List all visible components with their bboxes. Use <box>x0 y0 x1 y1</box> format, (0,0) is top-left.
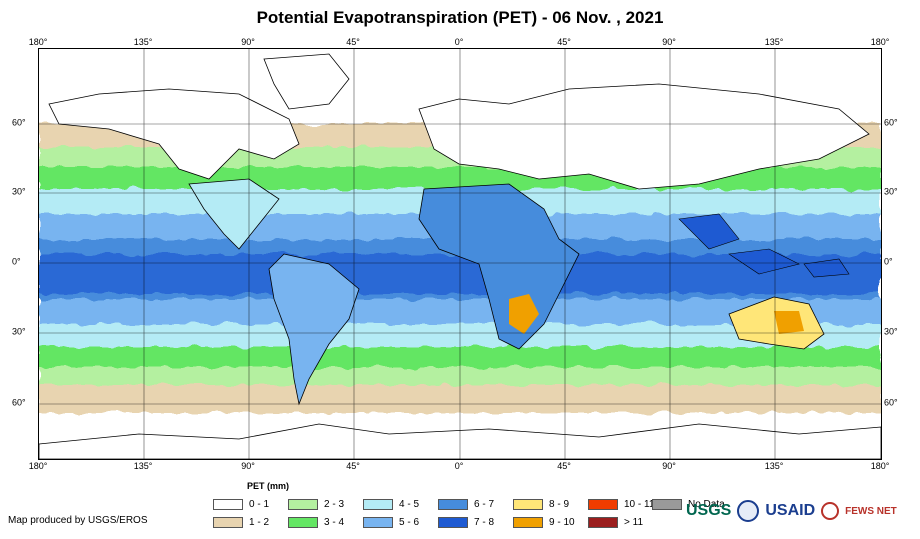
pet-map[interactable] <box>38 48 882 460</box>
legend-swatch <box>288 516 318 528</box>
lat-tick-right: 60° <box>884 117 898 128</box>
legend-swatch <box>213 516 243 528</box>
legend-label: 3 - 4 <box>324 516 345 528</box>
fews-logo: FEWS NET <box>845 505 897 517</box>
legend-item: 0 - 1 <box>213 498 269 510</box>
lon-tick-bottom: 90° <box>662 461 676 471</box>
legend-swatch <box>438 498 468 510</box>
legend-item: 5 - 6 <box>363 516 419 528</box>
legend-label: 5 - 6 <box>399 516 420 528</box>
legend-swatch <box>363 498 393 510</box>
legend-item: 9 - 10 <box>513 516 575 528</box>
land-southeast-asia <box>678 213 850 278</box>
usaid-logo: USAID <box>765 502 816 519</box>
lon-tick-bottom: 45° <box>557 461 571 471</box>
graticule <box>39 49 881 459</box>
legend-swatch <box>438 516 468 528</box>
lon-tick-bottom: 180° <box>28 461 48 471</box>
lon-tick-bottom: 135° <box>764 461 784 471</box>
lat-tick-left: 30° <box>12 326 26 337</box>
legend-item: 6 - 7 <box>438 498 494 510</box>
credit-text: Map produced by USGS/EROS <box>8 515 148 526</box>
lat-tick-right: 0° <box>884 256 893 267</box>
legend-item: 3 - 4 <box>288 516 344 528</box>
pet-hotspot-africa <box>509 294 539 334</box>
legend-swatch <box>288 498 318 510</box>
usaid-seal-icon <box>737 500 760 522</box>
land-north <box>48 53 870 190</box>
legend-item: 2 - 3 <box>288 498 344 510</box>
usgs-logo: USGS <box>686 502 732 519</box>
legend-label: 6 - 7 <box>474 498 495 510</box>
legend-label: 4 - 5 <box>399 498 420 510</box>
lon-tick-bottom: 45° <box>346 461 360 471</box>
legend-item: > 11 <box>588 516 643 528</box>
lat-tick-right: 60° <box>884 397 898 408</box>
legend-label: 0 - 1 <box>249 498 270 510</box>
lat-tick-right: 30° <box>884 186 898 197</box>
legend-swatch <box>588 498 618 510</box>
legend-item: No Data <box>652 498 725 510</box>
lat-tick-left: 30° <box>12 186 26 197</box>
map-title: Potential Evapotranspiration (PET) - 06 … <box>256 8 664 27</box>
lon-tick-top: 135° <box>764 37 784 47</box>
pet-hotspot-australia <box>774 311 804 334</box>
pet-map-svg <box>39 49 881 459</box>
lon-tick-top: 45° <box>346 37 360 47</box>
lon-tick-bottom: 90° <box>241 461 255 471</box>
legend-label: > 11 <box>624 516 643 528</box>
land-africa <box>418 183 580 350</box>
lon-tick-bottom: 135° <box>133 461 153 471</box>
legend-item: 1 - 2 <box>213 516 269 528</box>
legend-swatch <box>513 516 543 528</box>
legend-label: 10 - 11 <box>624 498 655 510</box>
legend-title: PET (mm) <box>247 481 290 491</box>
lat-tick-left: 60° <box>12 397 26 408</box>
lat-tick-right: 30° <box>884 326 898 337</box>
legend-item: 10 - 11 <box>588 498 654 510</box>
land-australia <box>728 296 825 350</box>
legend-label: 7 - 8 <box>474 516 495 528</box>
legend-label: 9 - 10 <box>549 516 575 528</box>
lon-tick-top: 180° <box>870 37 890 47</box>
logo-group: USGS USAID FEWS NET <box>686 497 897 525</box>
lon-tick-top: 45° <box>557 37 571 47</box>
legend-swatch <box>213 498 243 510</box>
legend-label: 1 - 2 <box>249 516 270 528</box>
legend-item: 8 - 9 <box>513 498 569 510</box>
lon-tick-top: 90° <box>662 37 676 47</box>
lon-tick-top: 0° <box>454 37 464 47</box>
lon-tick-top: 135° <box>133 37 153 47</box>
legend-swatch <box>363 516 393 528</box>
lat-tick-left: 60° <box>12 117 26 128</box>
lon-tick-bottom: 0° <box>454 461 464 471</box>
legend-item: 4 - 5 <box>363 498 419 510</box>
legend-swatch <box>588 516 618 528</box>
lon-tick-top: 180° <box>28 37 48 47</box>
lon-tick-bottom: 180° <box>870 461 890 471</box>
fews-seal-icon <box>821 502 840 520</box>
lon-tick-top: 90° <box>241 37 255 47</box>
legend-swatch <box>513 498 543 510</box>
legend-label: 8 - 9 <box>549 498 570 510</box>
legend-item: 7 - 8 <box>438 516 494 528</box>
legend-label: 2 - 3 <box>324 498 345 510</box>
lat-tick-left: 0° <box>12 256 21 267</box>
legend-label: No Data <box>688 498 725 510</box>
legend-swatch <box>652 498 682 510</box>
